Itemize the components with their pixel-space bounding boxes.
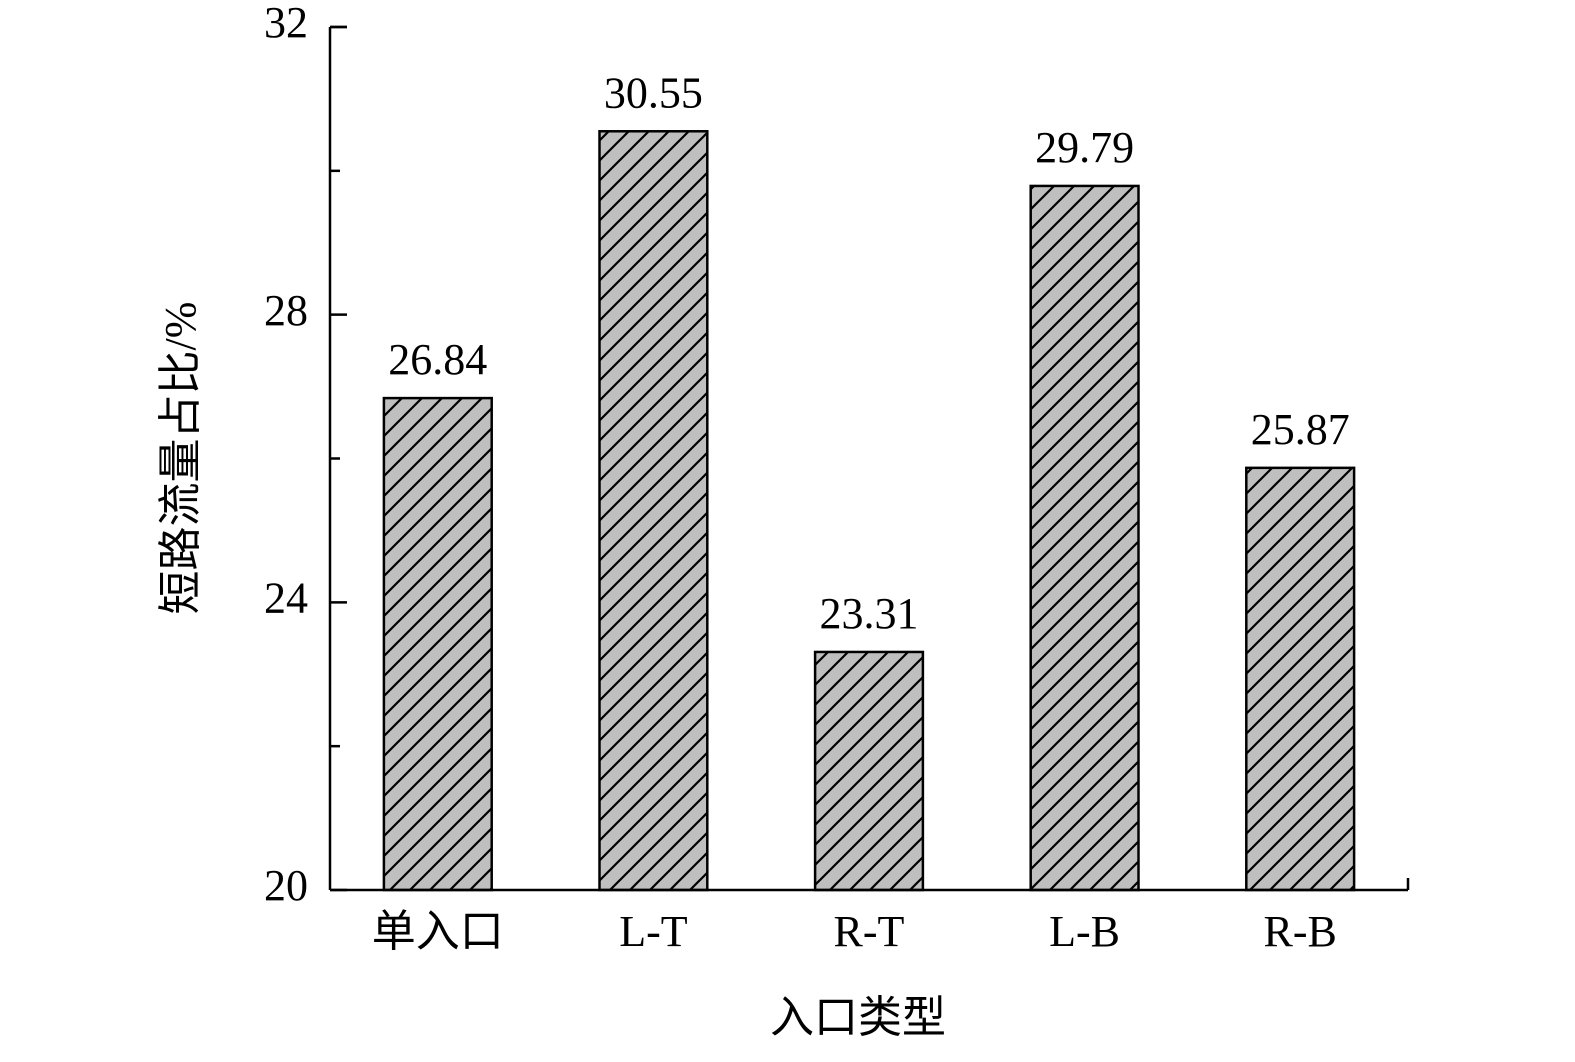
- x-tick-label: 单入口: [372, 907, 504, 956]
- y-tick-label: 20: [264, 861, 308, 910]
- x-tick-label: L-T: [619, 907, 688, 956]
- y-tick-label: 28: [264, 286, 308, 335]
- x-tick-label: R-B: [1264, 907, 1337, 956]
- value-label: 26.84: [388, 335, 487, 384]
- value-label: 25.87: [1251, 405, 1350, 454]
- bar-hatch: [813, 650, 925, 892]
- bar-hatch: [1245, 466, 1356, 892]
- bar-hatch: [1029, 184, 1140, 892]
- bar-hatch: [382, 396, 493, 892]
- y-tick-label: 32: [264, 0, 308, 47]
- x-axis-title: 入口类型: [770, 993, 946, 1042]
- value-label: 23.31: [820, 589, 919, 638]
- value-label: 29.79: [1035, 123, 1134, 172]
- x-tick-label: L-B: [1049, 907, 1120, 956]
- x-tick-label: R-T: [834, 907, 905, 956]
- value-label: 30.55: [604, 68, 703, 117]
- bar-hatch: [598, 130, 709, 892]
- y-tick-label: 24: [264, 573, 308, 622]
- y-axis-title: 短路流量占比/%: [156, 302, 205, 615]
